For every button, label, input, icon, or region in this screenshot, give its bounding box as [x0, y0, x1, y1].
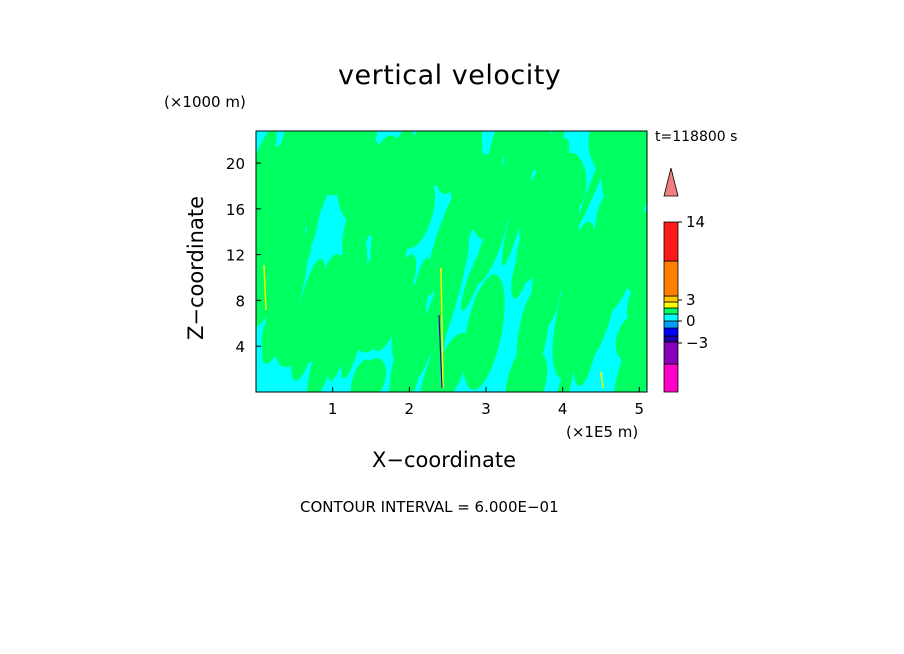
- field-patch: [461, 247, 487, 311]
- colorbar-level: [663, 313, 679, 322]
- field-streak: [440, 267, 444, 389]
- field-patch: [411, 257, 432, 330]
- field-patch: [451, 153, 509, 232]
- field-patch: [592, 224, 625, 327]
- x-tick-label: 5: [635, 400, 645, 418]
- colorbar-level: [663, 221, 679, 262]
- x-tick-label: 2: [405, 400, 415, 418]
- field-patch: [373, 254, 417, 352]
- colorbar-tick-label: 14: [686, 213, 705, 231]
- field-patch: [261, 305, 287, 357]
- field-patch: [350, 359, 374, 392]
- field-patch: [312, 302, 343, 392]
- contour-interval-note: CONTOUR INTERVAL = 6.000E−01: [300, 498, 559, 516]
- y-tick-label: 12: [226, 247, 245, 265]
- field-patches: [256, 131, 647, 392]
- x-axis-label: X−coordinate: [372, 448, 516, 472]
- field-patch: [292, 164, 329, 198]
- field-patch: [289, 131, 320, 151]
- field-patch: [609, 171, 647, 207]
- field-patch: [543, 133, 572, 216]
- x-tick-label: 1: [328, 400, 338, 418]
- colorbar-level: [663, 307, 679, 315]
- field-patch: [511, 247, 530, 299]
- y-axis-unit: (×1000 m): [164, 93, 246, 111]
- colorbar-tick-label: 3: [686, 291, 696, 309]
- colorbar-level: [663, 341, 679, 365]
- field-patch: [336, 150, 378, 226]
- time-label: t=118800 s: [655, 129, 738, 145]
- colorbar-level: [663, 335, 679, 343]
- colorbar-tick-label: −3: [686, 334, 708, 352]
- field-patch: [503, 131, 524, 172]
- colorbar-level: [663, 301, 679, 309]
- x-tick-label: 3: [481, 400, 491, 418]
- colorbar-level: [663, 260, 679, 297]
- field-patch: [626, 269, 647, 318]
- x-tick-label: 4: [558, 400, 568, 418]
- field-patch: [435, 238, 469, 354]
- colorbar-level: [663, 363, 679, 393]
- colorbar-level: [663, 320, 679, 329]
- field-patch: [387, 311, 427, 392]
- field-patch: [616, 314, 647, 365]
- field-patch: [355, 255, 384, 331]
- field-patch: [310, 254, 339, 360]
- field-patch: [345, 237, 361, 277]
- colorbar-level: [663, 327, 679, 337]
- y-tick-label: 20: [226, 155, 245, 173]
- y-tick-label: 16: [226, 201, 245, 219]
- field-streak: [438, 314, 443, 389]
- colorbar-tick-label: 0: [686, 312, 696, 330]
- colorbar-level: [663, 295, 679, 303]
- x-axis-unit: (×1E5 m): [566, 423, 639, 441]
- field-patch: [385, 161, 426, 206]
- y-tick-label: 4: [235, 338, 245, 356]
- field-patch: [573, 228, 609, 297]
- field-patch: [349, 277, 363, 308]
- chart-title: vertical velocity: [338, 60, 562, 91]
- field-patch: [372, 227, 409, 338]
- field-patch: [326, 264, 345, 322]
- field-patch: [463, 274, 505, 390]
- plot-frame: [255, 130, 648, 393]
- field-streak: [263, 264, 267, 311]
- field-patch: [622, 131, 647, 177]
- field-streak: [600, 371, 604, 389]
- colorbar-arrow: [663, 167, 679, 197]
- y-tick-label: 8: [235, 292, 245, 310]
- field-patch: [552, 282, 587, 379]
- field-patch: [516, 284, 550, 381]
